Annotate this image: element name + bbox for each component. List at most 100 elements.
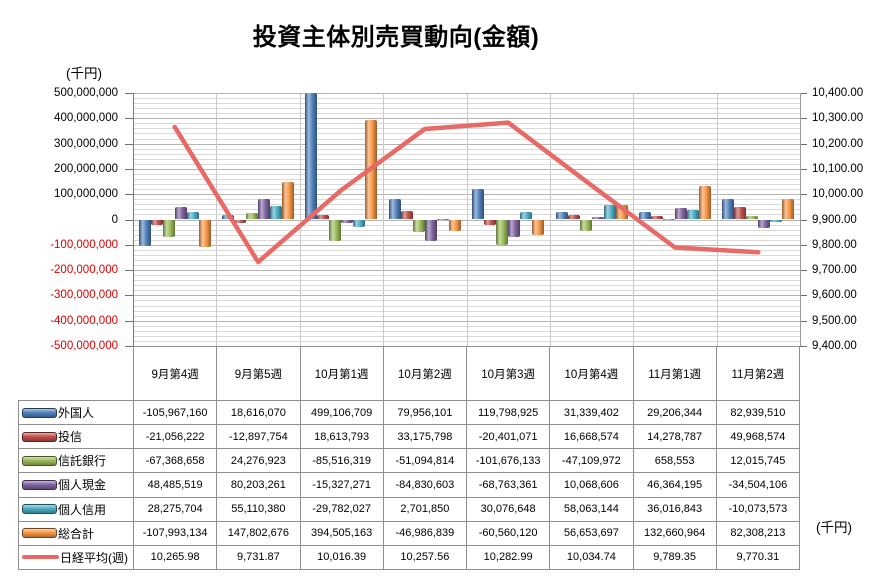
legend-bar-icon <box>22 504 57 515</box>
left-axis-tick-label: -300,000,000 <box>50 289 118 302</box>
bar-series2-cat2 <box>329 219 342 242</box>
legend-label: 投信 <box>58 430 83 445</box>
table-cell: -47,109,972 <box>550 449 634 474</box>
bar-series0-cat3 <box>388 199 401 220</box>
right-axis-tick <box>800 194 807 196</box>
table-cell: -67,368,658 <box>134 449 218 474</box>
legend-bar-icon <box>22 431 57 442</box>
legend-item: 個人現金 <box>19 473 134 498</box>
bar-series5-cat0 <box>198 219 211 247</box>
bar-series4-cat3 <box>436 218 449 220</box>
legend-item: 投信 <box>19 425 134 450</box>
right-axis-tick-label: 10,400.00 <box>812 87 864 99</box>
table-cell: -105,967,160 <box>134 401 218 426</box>
table-cell: 658,553 <box>633 449 717 474</box>
right-axis-unit-label: (千円) <box>816 520 852 535</box>
bar-series3-cat4 <box>508 219 521 237</box>
gridline-vertical <box>800 93 801 346</box>
legend-label: 個人信用 <box>58 502 107 517</box>
left-axis-tick <box>125 118 133 120</box>
right-axis-tick <box>800 143 807 145</box>
table-cell: 46,364,195 <box>633 473 717 498</box>
table-cell: 80,203,261 <box>217 473 301 498</box>
bar-series5-cat3 <box>448 219 461 232</box>
bar-series2-cat4 <box>496 219 509 246</box>
left-axis-tick <box>125 194 133 196</box>
table-cell: 499,106,709 <box>300 401 384 426</box>
table-cell: 82,939,510 <box>716 401 800 426</box>
bar-series1-cat6 <box>650 215 663 220</box>
table-cell: 2,701,850 <box>383 497 467 522</box>
bar-series4-cat6 <box>686 210 699 220</box>
bar-series4-cat1 <box>270 205 283 220</box>
gridline-vertical <box>383 93 385 346</box>
bar-series3-cat2 <box>341 219 354 224</box>
table-cell: 24,276,923 <box>217 449 301 474</box>
bar-series4-cat0 <box>186 212 199 220</box>
bar-series1-cat1 <box>234 219 247 223</box>
left-axis-tick-label: 500,000,000 <box>54 87 118 99</box>
legend-label: 総合計 <box>58 526 95 541</box>
table-cell: 49,968,574 <box>716 425 800 450</box>
bar-series3-cat7 <box>758 219 771 229</box>
gridline-vertical <box>466 93 468 346</box>
bar-series2-cat7 <box>746 216 759 220</box>
table-cell: 9,731.87 <box>217 545 301 570</box>
table-cell: 14,278,787 <box>633 425 717 450</box>
category-label: 11月第2週 <box>717 347 800 400</box>
table-cell: -34,504,106 <box>716 473 800 498</box>
category-label: 10月第1週 <box>301 347 384 400</box>
category-label: 10月第2週 <box>384 347 467 400</box>
right-axis-tick <box>800 219 807 221</box>
table-cell: 29,206,344 <box>633 401 717 426</box>
left-axis-tick <box>125 320 133 322</box>
bar-series0-cat6 <box>638 212 651 220</box>
left-axis-tick <box>125 219 133 221</box>
left-axis-tick-label: 200,000,000 <box>54 162 118 175</box>
bar-series1-cat4 <box>484 219 497 225</box>
table-cell: -101,676,133 <box>467 449 551 474</box>
category-label: 10月第4週 <box>550 347 634 400</box>
right-axis-tick <box>800 295 807 297</box>
legend-item: 個人信用 <box>19 497 134 522</box>
legend-item: 信託銀行 <box>19 449 134 474</box>
bar-series5-cat4 <box>532 219 545 235</box>
bar-series1-cat2 <box>317 214 330 220</box>
table-cell: 9,770.31 <box>716 545 800 570</box>
table-cell: 56,653,697 <box>550 521 634 546</box>
bar-series2-cat0 <box>162 219 175 237</box>
table-cell: -51,094,814 <box>383 449 467 474</box>
bar-series5-cat1 <box>282 182 295 220</box>
legend-label: 外国人 <box>58 406 95 421</box>
gridline-vertical <box>549 93 551 346</box>
bar-series4-cat4 <box>520 211 533 220</box>
bar-series0-cat0 <box>138 219 151 247</box>
table-cell: 18,616,070 <box>217 401 301 426</box>
left-axis-tick-label: -400,000,000 <box>50 314 118 327</box>
legend-line-icon <box>22 555 59 560</box>
left-axis-tick <box>125 270 133 272</box>
bar-series1-cat7 <box>734 206 747 220</box>
table-cell: 55,110,380 <box>217 497 301 522</box>
right-axis-tick <box>800 244 807 246</box>
legend-item: 総合計 <box>19 521 134 546</box>
left-axis-tick <box>125 346 133 347</box>
right-axis-tick-label: 10,000.00 <box>812 188 864 201</box>
left-axis-tick <box>125 143 133 145</box>
legend-label: 個人現金 <box>58 478 107 493</box>
table-cell: -46,986,839 <box>383 521 467 546</box>
legend-item: 日経平均(週) <box>19 545 134 570</box>
left-axis-tick-label: 400,000,000 <box>54 112 118 125</box>
right-axis-tick <box>800 320 807 322</box>
gridline-vertical <box>216 93 218 346</box>
bar-series0-cat4 <box>472 189 485 220</box>
table-cell: -21,056,222 <box>134 425 218 450</box>
right-axis-tick-label: 9,700.00 <box>812 264 857 277</box>
table-cell: -15,327,271 <box>300 473 384 498</box>
bar-series4-cat7 <box>770 219 783 223</box>
gridline-vertical <box>299 93 301 346</box>
bar-series4-cat2 <box>353 219 366 228</box>
table-cell: 31,339,402 <box>550 401 634 426</box>
bar-series3-cat0 <box>174 207 187 220</box>
